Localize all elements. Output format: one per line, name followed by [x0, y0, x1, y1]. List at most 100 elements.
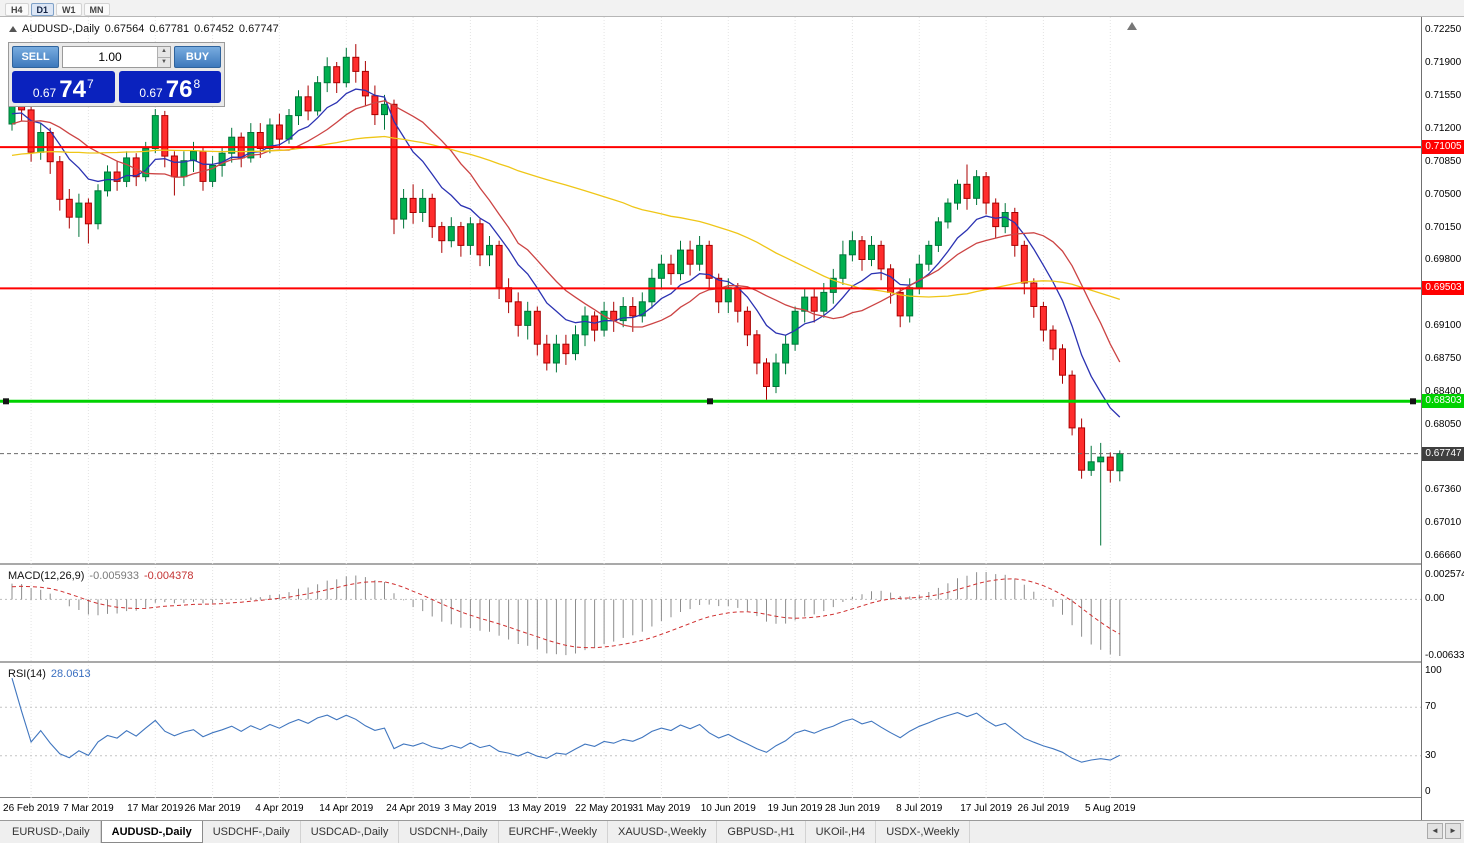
chart-tab-ukoil-h4[interactable]: UKOil-,H4 [806, 821, 877, 843]
time-axis-label: 10 Jun 2019 [700, 803, 756, 814]
price-axis-label: 0.67010 [1425, 516, 1462, 528]
timeframe-toolbar: H4 D1 W1 MN [0, 0, 1464, 17]
macd-signal-line [11, 578, 1121, 649]
time-axis-label: 14 Apr 2019 [319, 803, 374, 814]
price-level-badge: 0.69503 [1422, 281, 1464, 296]
chart-shift-marker-icon[interactable] [1127, 22, 1137, 30]
sell-button[interactable]: SELL [12, 46, 59, 68]
macd-label: MACD(12,26,9) -0.005933 -0.004378 [8, 570, 199, 582]
tab-scroll-left-button[interactable]: ◄ [1427, 823, 1443, 839]
price-axis-label: 0.68750 [1425, 353, 1462, 365]
price-axis-label: 0.70500 [1425, 188, 1462, 200]
grid-layer [30, 17, 1111, 565]
macd-main-value: -0.005933 [89, 570, 139, 582]
macd-histogram [11, 572, 1121, 656]
price-level-badge: 0.68303 [1422, 394, 1464, 409]
volume-input[interactable] [63, 47, 170, 67]
time-axis-label: 26 Feb 2019 [3, 803, 60, 814]
chart-tab-usdchf-daily[interactable]: USDCHF-,Daily [203, 821, 301, 843]
tab-scroll-controls: ◄ ► [1427, 823, 1461, 839]
price-axis-label: 0.68050 [1425, 419, 1462, 431]
timeframe-button-w1[interactable]: W1 [56, 3, 82, 16]
current-price-badge: 0.67747 [1422, 446, 1464, 461]
ohlc-close: 0.67747 [238, 23, 279, 35]
price-axis-label: 0.71200 [1425, 122, 1462, 134]
volume-down-button[interactable]: ▼ [157, 56, 170, 67]
macd-axis-label: 0.00 [1425, 593, 1445, 605]
time-axis-label: 19 Jun 2019 [767, 803, 823, 814]
price-axis-label: 0.72250 [1425, 23, 1462, 35]
chart-tab-gbpusd-h1[interactable]: GBPUSD-,H1 [717, 821, 806, 843]
price-axis-label: 0.69800 [1425, 254, 1462, 266]
time-axis-label: 17 Mar 2019 [127, 803, 184, 814]
chart-tab-usdx-weekly[interactable]: USDX-,Weekly [876, 821, 971, 843]
rsi-label: RSI(14) 28.0613 [8, 668, 96, 680]
price-level-badge: 0.71005 [1422, 140, 1464, 155]
chart-tabs-bar: EURUSD-,Daily AUDUSD-,Daily USDCHF-,Daily U… [0, 820, 1464, 843]
chart-tab-eurusd-daily[interactable]: EURUSD-,Daily [2, 821, 101, 843]
time-axis-label: 4 Apr 2019 [255, 803, 304, 814]
chart-symbol-label: AUDUSD-,Daily [22, 23, 100, 35]
price-axis-label: 0.66660 [1425, 549, 1462, 561]
price-chart-pane[interactable]: AUDUSD-,Daily 0.67564 0.67781 0.67452 0.6774… [0, 17, 1421, 565]
rsi-line [11, 678, 1121, 763]
rsi-axis-label: 0 [1425, 786, 1431, 797]
time-axis-label: 22 May 2019 [575, 803, 634, 814]
time-axis-label: 8 Jul 2019 [896, 803, 943, 814]
price-axis-label: 0.71900 [1425, 56, 1462, 68]
ma-line-50 [11, 135, 1121, 301]
ohlc-high: 0.67781 [149, 23, 190, 35]
chart-ohlc-header: AUDUSD-,Daily 0.67564 0.67781 0.67452 0.6774… [9, 23, 284, 35]
time-axis-label: 5 Aug 2019 [1084, 803, 1136, 814]
chart-tab-usdcnh-daily[interactable]: USDCNH-,Daily [399, 821, 499, 843]
time-axis-label: 28 Jun 2019 [824, 803, 880, 814]
timeframe-button-d1[interactable]: D1 [30, 3, 55, 16]
macd-signal-value: -0.004378 [143, 570, 194, 582]
rsi-value: 28.0613 [50, 668, 91, 680]
line-handle[interactable] [3, 398, 9, 405]
sell-price-sup: 7 [86, 77, 94, 91]
timeframe-button-h4[interactable]: H4 [5, 3, 29, 16]
rsi-axis-label: 70 [1425, 701, 1437, 713]
time-axis-label: 26 Jul 2019 [1017, 803, 1070, 814]
buy-button[interactable]: BUY [174, 46, 221, 68]
time-axis-label: 13 May 2019 [508, 803, 567, 814]
price-axis: 0.72250 0.71900 0.71550 0.71200 0.70850 0.705… [1421, 17, 1464, 820]
rsi-indicator-pane[interactable]: RSI(14) 28.0613 [0, 665, 1421, 798]
rsi-axis-label: 30 [1425, 749, 1437, 761]
ma-line-14 [11, 100, 1121, 363]
price-axis-label: 0.71550 [1425, 89, 1462, 101]
sell-price-prefix: 0.67 [32, 85, 57, 100]
volume-up-button[interactable]: ▲ [157, 47, 170, 57]
sell-price-big: 74 [59, 75, 86, 103]
price-axis-label: 0.68400 [1425, 386, 1462, 398]
chart-tab-xauusd-weekly[interactable]: XAUUSD-,Weekly [608, 821, 718, 843]
time-axis-label: 24 Apr 2019 [386, 803, 441, 814]
buy-price-display[interactable]: 0.67 76 8 [118, 71, 221, 103]
rsi-axis-label: 100 [1425, 665, 1442, 676]
volume-stepper[interactable]: ▲ ▼ [62, 46, 171, 68]
chart-tab-eurchf-weekly[interactable]: EURCHF-,Weekly [499, 821, 608, 843]
chart-tab-usdcad-daily[interactable]: USDCAD-,Daily [301, 821, 400, 843]
grid-layer [30, 665, 1111, 798]
rsi-chart[interactable] [0, 665, 1421, 798]
line-handle[interactable] [1410, 398, 1416, 405]
symbol-marker-icon [9, 26, 17, 32]
line-handle[interactable] [707, 398, 713, 405]
timeframe-button-mn[interactable]: MN [83, 3, 110, 16]
candlestick-chart[interactable] [0, 17, 1421, 565]
buy-price-sup: 8 [193, 77, 201, 91]
macd-indicator-pane[interactable]: MACD(12,26,9) -0.005933 -0.004378 [0, 567, 1421, 663]
sell-price-display[interactable]: 0.67 74 7 [12, 71, 115, 103]
buy-price-prefix: 0.67 [139, 85, 163, 100]
time-axis: 26 Feb 2019 7 Mar 2019 17 Mar 2019 26 Mar 2… [0, 799, 1421, 820]
ohlc-low: 0.67452 [194, 23, 234, 35]
macd-axis-label: -0.006338 [1425, 650, 1464, 661]
time-axis-label: 31 May 2019 [632, 803, 691, 814]
macd-chart[interactable] [0, 567, 1421, 663]
chart-tab-audusd-daily[interactable]: AUDUSD-,Daily [100, 821, 203, 843]
tab-scroll-right-button[interactable]: ► [1445, 823, 1461, 839]
ohlc-open: 0.67564 [104, 23, 145, 35]
